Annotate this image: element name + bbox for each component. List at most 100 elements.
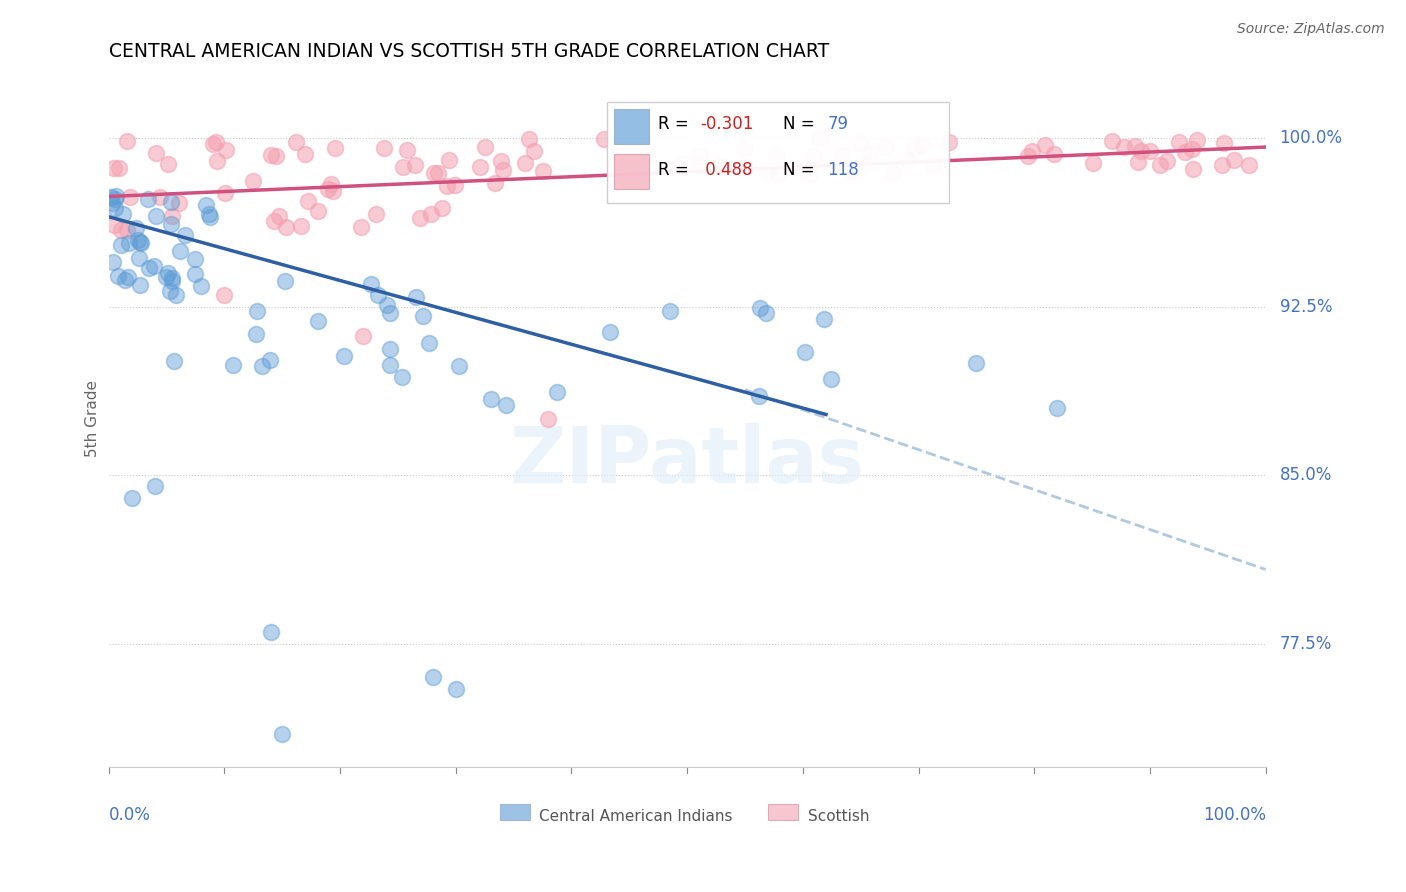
Point [114,272,136,286]
Point [405,158,427,172]
Point [319,178,342,192]
Point [259,625,281,640]
Point [263,213,285,227]
Point [422,166,444,180]
Point [155,269,177,284]
Point [169,244,191,258]
Point [1174,145,1197,159]
Point [108,161,131,175]
Point [1017,149,1039,163]
Point [1149,158,1171,172]
Point [1021,144,1043,158]
Point [1237,158,1260,172]
Point [1046,401,1069,415]
Point [427,166,450,180]
Point [1128,154,1150,169]
Point [271,726,294,740]
Point [145,209,167,223]
Point [138,260,160,275]
Text: 85.0%: 85.0% [1279,467,1331,484]
Point [513,156,536,170]
Text: 79: 79 [827,115,848,133]
Point [160,217,183,231]
Point [184,252,207,267]
Text: ZIPatlas: ZIPatlas [509,423,865,499]
Text: 100.0%: 100.0% [1279,129,1343,147]
Point [290,219,312,233]
Point [599,325,621,339]
Point [849,136,872,151]
Point [391,160,413,174]
Point [250,359,273,373]
Point [405,290,427,304]
Point [221,358,243,372]
Point [276,220,298,235]
Point [157,157,180,171]
Point [1223,153,1246,167]
Point [375,298,398,312]
Point [165,288,187,302]
Point [1033,137,1056,152]
Text: Source: ZipAtlas.com: Source: ZipAtlas.com [1237,22,1385,37]
Point [184,267,207,281]
Point [1123,139,1146,153]
Point [938,135,960,149]
Point [105,188,128,202]
Point [396,143,419,157]
Point [245,326,267,341]
Point [307,203,329,218]
Point [129,278,152,293]
Point [198,206,221,220]
FancyBboxPatch shape [499,805,530,820]
Point [468,161,491,175]
Point [1139,145,1161,159]
Point [260,148,283,162]
Point [107,268,129,283]
Point [274,274,297,288]
Text: N =: N = [783,115,820,133]
Point [157,266,180,280]
Point [875,139,897,153]
Point [246,304,269,318]
Point [882,166,904,180]
Point [160,271,183,285]
Point [128,252,150,266]
Point [803,149,825,163]
Point [1181,142,1204,156]
Point [546,384,568,399]
Point [103,255,125,269]
Point [422,670,444,684]
Point [492,163,515,178]
Point [733,142,755,156]
Point [214,186,236,200]
Point [858,146,880,161]
Point [409,211,432,225]
Point [215,143,238,157]
Point [136,192,159,206]
Point [523,145,546,159]
Point [160,195,183,210]
Point [103,161,125,176]
Point [844,161,866,175]
Point [297,194,319,208]
Point [965,356,987,370]
Point [360,277,382,291]
Point [636,147,658,161]
Point [117,223,139,237]
Point [658,304,681,318]
Point [430,201,453,215]
Point [419,207,441,221]
Point [474,140,496,154]
Point [844,161,866,175]
FancyBboxPatch shape [768,805,799,820]
Point [367,288,389,302]
Point [799,167,821,181]
Point [749,301,772,316]
Text: R =: R = [658,161,695,178]
Point [1167,136,1189,150]
Point [350,219,373,234]
Point [145,145,167,160]
Text: R =: R = [658,115,695,133]
Point [190,278,212,293]
Point [352,328,374,343]
